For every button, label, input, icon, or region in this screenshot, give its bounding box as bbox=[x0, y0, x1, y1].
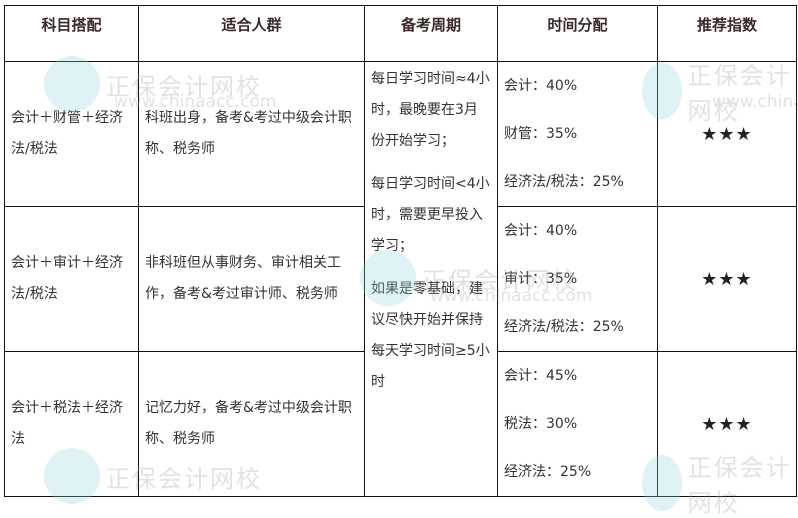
combo-cell: 会计＋税法＋经济法 bbox=[4, 351, 139, 497]
header-rating: 推荐指数 bbox=[657, 5, 797, 62]
time-item: 经济法/税法：25% bbox=[504, 174, 624, 190]
time-item: 财管：35% bbox=[504, 126, 578, 142]
rating-stars: ★★★ bbox=[657, 206, 797, 352]
table-row: 会计＋审计＋经济法/税法 非科班但从事财务、审计相关工作，备考&考过审计师、税务… bbox=[4, 206, 797, 352]
audience-cell: 非科班但从事财务、审计相关工作，备考&考过审计师、税务师 bbox=[138, 206, 365, 352]
header-audience: 适合人群 bbox=[138, 5, 365, 62]
time-item: 会计：40% bbox=[504, 78, 578, 94]
study-plan-table: 科目搭配 适合人群 备考周期 时间分配 推荐指数 会计＋财管＋经济法/税法 科班… bbox=[4, 5, 797, 497]
table-row: 会计＋税法＋经济法 记忆力好，备考&考过中级会计职称、税务师 会计：45% 税法… bbox=[4, 351, 797, 497]
time-item: 会计：45% bbox=[504, 368, 578, 384]
time-item: 经济法：25% bbox=[504, 464, 592, 480]
rating-stars: ★★★ bbox=[657, 351, 797, 497]
period-text: 每日学习时间≈4小时，最晚要在3月份开始学习； bbox=[371, 71, 490, 149]
header-row: 科目搭配 适合人群 备考周期 时间分配 推荐指数 bbox=[4, 5, 797, 62]
time-cell: 会计：40% 审计：35% 经济法/税法：25% bbox=[497, 206, 658, 352]
header-period: 备考周期 bbox=[364, 5, 498, 62]
time-item: 税法：30% bbox=[504, 416, 578, 432]
time-item: 会计：40% bbox=[504, 223, 578, 239]
period-text: 每日学习时间<4小时，需要更早投入学习； bbox=[371, 176, 490, 254]
time-item: 审计：35% bbox=[504, 271, 578, 287]
combo-cell: 会计＋审计＋经济法/税法 bbox=[4, 206, 139, 352]
period-text: 如果是零基础，建议尽快开始并保持每天学习时间≥5小时 bbox=[371, 281, 490, 390]
header-time: 时间分配 bbox=[497, 5, 658, 62]
audience-cell: 记忆力好，备考&考过中级会计职称、税务师 bbox=[138, 351, 365, 497]
time-item: 经济法/税法：25% bbox=[504, 319, 624, 335]
table-row: 会计＋财管＋经济法/税法 科班出身，备考&考过中级会计职称、税务师 每日学习时间… bbox=[4, 61, 797, 497]
time-cell: 会计：45% 税法：30% 经济法：25% bbox=[497, 351, 658, 497]
audience-cell: 科班出身，备考&考过中级会计职称、税务师 bbox=[138, 61, 365, 207]
rating-stars: ★★★ bbox=[657, 61, 797, 207]
combo-cell: 会计＋财管＋经济法/税法 bbox=[4, 61, 139, 207]
header-combo: 科目搭配 bbox=[4, 5, 139, 62]
period-cell: 每日学习时间≈4小时，最晚要在3月份开始学习； 每日学习时间<4小时，需要更早投… bbox=[364, 61, 498, 497]
time-cell: 会计：40% 财管：35% 经济法/税法：25% bbox=[497, 61, 658, 207]
